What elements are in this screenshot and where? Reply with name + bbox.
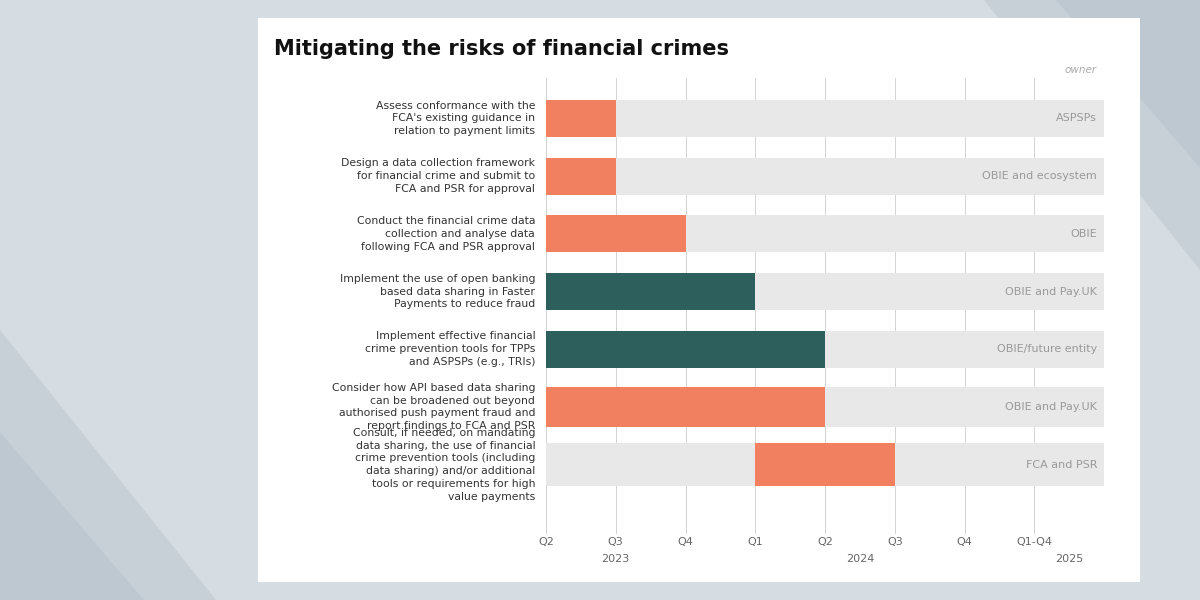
Text: ASPSPs: ASPSPs [1056,113,1097,124]
Bar [546,100,616,137]
Polygon shape [984,0,1200,270]
Bar [546,387,826,427]
Bar [546,215,1104,252]
Text: 2024: 2024 [846,554,874,564]
Bar [546,215,685,252]
Bar [546,100,1104,137]
Bar [546,273,1104,310]
Text: OBIE and Pay.UK: OBIE and Pay.UK [1006,402,1097,412]
Bar [755,443,895,487]
Bar [546,387,1104,427]
Bar [546,331,826,368]
Text: 2025: 2025 [1055,554,1084,564]
Text: Implement the use of open banking
based data sharing in Faster
Payments to reduc: Implement the use of open banking based … [340,274,535,310]
Text: OBIE/future entity: OBIE/future entity [997,344,1097,354]
Text: owner: owner [1064,65,1097,75]
Text: OBIE and ecosystem: OBIE and ecosystem [983,171,1097,181]
Text: Consider how API based data sharing
can be broadened out beyond
authorised push : Consider how API based data sharing can … [331,383,535,431]
Text: Design a data collection framework
for financial crime and submit to
FCA and PSR: Design a data collection framework for f… [341,158,535,194]
Polygon shape [0,330,216,600]
Text: FCA and PSR: FCA and PSR [1026,460,1097,470]
Text: Mitigating the risks of financial crimes: Mitigating the risks of financial crimes [274,39,728,59]
Text: 2023: 2023 [601,554,630,564]
Bar [546,273,755,310]
Text: Implement effective financial
crime prevention tools for TPPs
and ASPSPs (e.g., : Implement effective financial crime prev… [365,331,535,367]
Text: Conduct the financial crime data
collection and analyse data
following FCA and P: Conduct the financial crime data collect… [356,216,535,251]
Bar [546,443,1104,487]
Bar [546,158,1104,194]
Polygon shape [1056,0,1200,168]
Text: OBIE and Pay.UK: OBIE and Pay.UK [1006,287,1097,296]
Bar [546,331,1104,368]
Bar [546,158,616,194]
Text: Assess conformance with the
FCA's existing guidance in
relation to payment limit: Assess conformance with the FCA's existi… [376,101,535,136]
Text: Consult, if needed, on mandating
data sharing, the use of financial
crime preven: Consult, if needed, on mandating data sh… [353,428,535,502]
Text: OBIE: OBIE [1070,229,1097,239]
Polygon shape [0,432,144,600]
